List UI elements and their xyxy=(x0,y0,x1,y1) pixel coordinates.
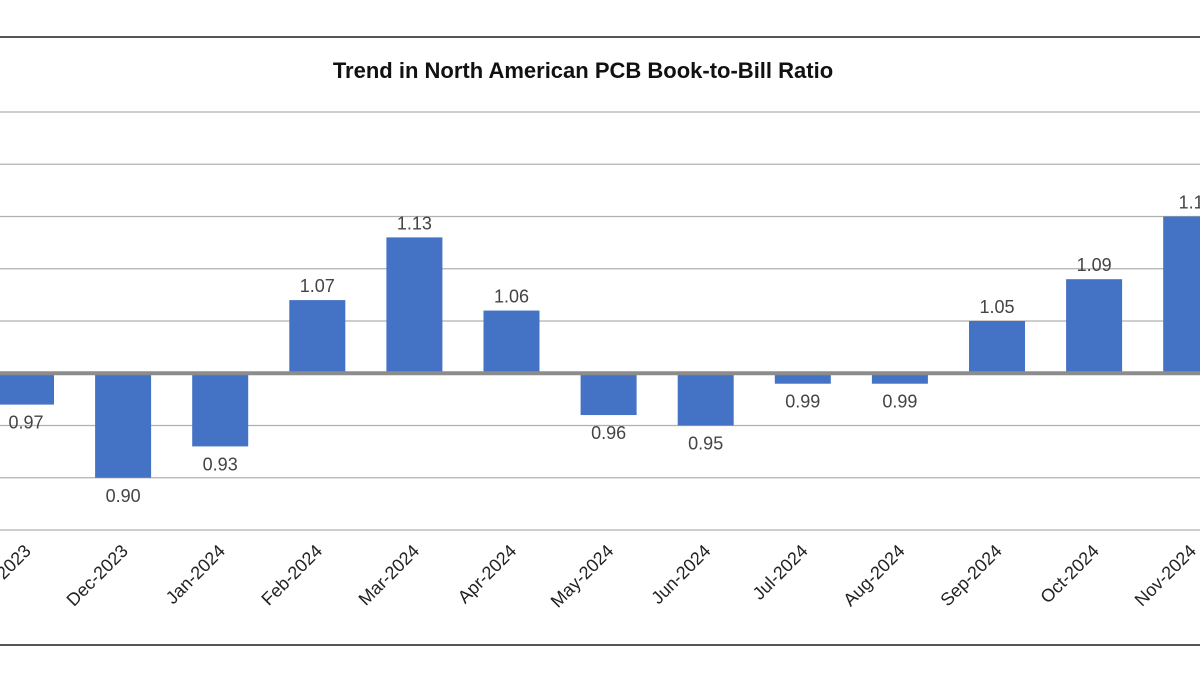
data-label: 0.93 xyxy=(203,454,238,474)
bar-oct-2024 xyxy=(1066,279,1123,374)
data-label: 0.99 xyxy=(785,392,820,412)
x-tick-label: Dec-2023 xyxy=(63,541,132,610)
data-label: 0.97 xyxy=(8,413,43,433)
data-label: 0.99 xyxy=(882,392,917,412)
bar-apr-2024 xyxy=(483,310,540,374)
data-label: 0.95 xyxy=(688,434,723,454)
x-tick-label: Jun-2024 xyxy=(647,541,714,608)
x-tick-label: Nov-2024 xyxy=(1131,541,1200,610)
x-tick-labels: 2023 Dec-2023 Jan-2024 Feb-2024 Mar-2024 Apr-… xyxy=(0,541,1200,612)
bar-jun-2024 xyxy=(677,373,734,426)
bar-nov-2023 xyxy=(0,373,54,405)
bar-may-2024 xyxy=(580,373,637,416)
data-label: 0.90 xyxy=(106,486,141,506)
data-label: 1.07 xyxy=(300,276,335,296)
x-tick-label: Sep-2024 xyxy=(936,541,1005,610)
bar-jan-2024 xyxy=(192,373,249,447)
data-label: 1.06 xyxy=(494,287,529,307)
bar-feb-2024 xyxy=(289,300,346,374)
bar-nov-2024 xyxy=(1163,216,1200,374)
bar-mar-2024 xyxy=(386,237,443,374)
data-label: 1.05 xyxy=(979,297,1014,317)
bar-jul-2024 xyxy=(774,373,831,384)
data-labels: 0.97 0.90 0.93 1.07 1.13 1.06 0.96 0.95 0.99 0.99… xyxy=(8,193,1200,506)
x-tick-label: Aug-2024 xyxy=(839,541,908,610)
bar-dec-2023 xyxy=(95,373,152,478)
data-label: 1.09 xyxy=(1077,255,1112,275)
data-label: 1.13 xyxy=(397,213,432,233)
bars xyxy=(0,216,1200,478)
x-tick-label: Apr-2024 xyxy=(454,541,521,608)
bar-sep-2024 xyxy=(969,321,1025,374)
x-tick-label: Feb-2024 xyxy=(257,541,326,610)
x-tick-label: 2023 xyxy=(0,541,35,583)
x-tick-label: Mar-2024 xyxy=(355,541,424,610)
chart-title: Trend in North American PCB Book-to-Bill… xyxy=(333,58,833,83)
x-tick-label: Jul-2024 xyxy=(749,541,812,604)
x-tick-label: May-2024 xyxy=(547,541,618,612)
data-label: 1.1 xyxy=(1179,193,1200,213)
bar-aug-2024 xyxy=(871,373,928,384)
x-tick-label: Jan-2024 xyxy=(162,541,229,608)
data-label: 0.96 xyxy=(591,423,626,443)
x-tick-label: Oct-2024 xyxy=(1036,541,1103,608)
